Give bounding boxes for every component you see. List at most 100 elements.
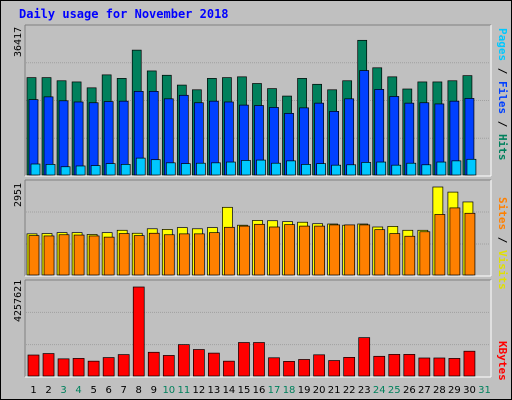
bar-files-23	[359, 70, 370, 176]
day-label-4: 4	[75, 385, 81, 396]
bar-sites-27	[419, 231, 431, 276]
bar-sites-13	[209, 232, 220, 276]
bar-kbytes-24	[373, 355, 386, 377]
bar-sites-7	[118, 233, 130, 276]
bar-pages-15	[241, 160, 251, 176]
bar-sites-16	[254, 223, 265, 276]
bar-sites-29	[449, 207, 461, 276]
day-label-15: 15	[238, 385, 251, 396]
bar-pages-7	[120, 164, 131, 176]
bar-sites-25	[389, 233, 401, 276]
bar-pages-27	[421, 164, 432, 176]
bar-sites-3	[58, 234, 70, 276]
day-label-5: 5	[90, 385, 96, 396]
day-label-9: 9	[151, 385, 157, 396]
bar-kbytes-10	[162, 355, 175, 377]
day-label-29: 29	[448, 385, 461, 396]
bar-sites-22	[344, 224, 356, 276]
bar-sites-26	[404, 235, 416, 276]
day-label-1: 1	[30, 385, 36, 396]
bar-pages-30	[466, 158, 477, 176]
bar-sites-30	[464, 212, 476, 276]
bar-kbytes-16	[253, 342, 265, 377]
bar-pages-25	[391, 164, 402, 176]
bar-files-3	[58, 100, 69, 176]
bar-files-22	[344, 98, 355, 176]
bar-pages-21	[331, 164, 341, 176]
day-label-3: 3	[60, 385, 66, 396]
bar-kbytes-21	[328, 360, 340, 377]
bar-sites-21	[329, 224, 340, 276]
bar-sites-5	[88, 235, 100, 276]
bar-sites-28	[434, 214, 446, 276]
bar-kbytes-14	[223, 360, 235, 377]
day-label-12: 12	[193, 385, 206, 396]
bar-kbytes-8	[132, 286, 145, 377]
day-label-27: 27	[418, 385, 431, 396]
bar-pages-18	[286, 160, 296, 176]
bar-files-4	[73, 101, 84, 176]
bar-kbytes-1	[27, 354, 40, 377]
bar-kbytes-20	[313, 354, 325, 377]
day-label-22: 22	[343, 385, 356, 396]
bar-sites-15	[239, 225, 250, 276]
bar-kbytes-5	[87, 360, 100, 377]
day-label-30: 30	[463, 385, 476, 396]
bar-kbytes-2	[42, 353, 55, 377]
bar-pages-14	[226, 161, 236, 176]
bar-sites-9	[148, 232, 160, 276]
day-label-11: 11	[177, 385, 190, 396]
bar-pages-22	[346, 164, 357, 176]
bar-pages-11	[180, 163, 191, 176]
bar-kbytes-12	[193, 349, 205, 377]
bar-pages-10	[165, 162, 176, 176]
day-label-28: 28	[433, 385, 446, 396]
bar-pages-28	[436, 161, 447, 176]
day-label-21: 21	[328, 385, 341, 396]
day-label-14: 14	[223, 385, 236, 396]
bar-kbytes-29	[448, 358, 461, 377]
bar-sites-12	[194, 233, 205, 276]
bar-kbytes-18	[283, 361, 295, 377]
bar-sites-10	[163, 234, 175, 276]
bar-pages-8	[135, 157, 146, 176]
bar-kbytes-19	[298, 359, 310, 377]
bar-sites-23	[359, 224, 371, 276]
bar-sites-17	[269, 226, 280, 276]
bar-files-7	[118, 100, 129, 176]
bar-kbytes-11	[177, 344, 190, 377]
bar-kbytes-13	[208, 352, 220, 377]
bar-sites-20	[314, 225, 325, 276]
bar-pages-29	[451, 160, 462, 176]
day-label-2: 2	[45, 385, 51, 396]
bar-files-5	[88, 102, 99, 176]
bar-kbytes-7	[117, 354, 130, 377]
bar-pages-12	[196, 162, 206, 176]
bar-sites-4	[73, 234, 85, 276]
bar-files-27	[419, 102, 430, 176]
bar-pages-1	[30, 163, 41, 176]
bar-pages-17	[271, 162, 281, 176]
bar-pages-13	[211, 162, 221, 176]
day-label-10: 10	[162, 385, 175, 396]
bar-sites-19	[299, 225, 310, 276]
bar-pages-6	[105, 163, 116, 176]
day-label-26: 26	[403, 385, 416, 396]
bar-kbytes-28	[433, 357, 446, 377]
bar-files-11	[178, 94, 189, 176]
bar-kbytes-26	[403, 354, 416, 377]
bar-kbytes-17	[268, 357, 280, 377]
bar-pages-3	[60, 166, 71, 176]
chart-title: Daily usage for November 2018	[19, 7, 229, 21]
bar-sites-8	[133, 235, 145, 276]
day-label-20: 20	[313, 385, 326, 396]
bar-kbytes-15	[238, 342, 250, 377]
bar-pages-9	[150, 159, 161, 176]
bar-kbytes-9	[147, 351, 160, 377]
bar-kbytes-4	[72, 358, 85, 377]
bar-pages-26	[406, 162, 417, 176]
bar-kbytes-30	[463, 350, 476, 377]
day-label-24: 24	[373, 385, 386, 396]
bar-sites-11	[178, 233, 190, 276]
